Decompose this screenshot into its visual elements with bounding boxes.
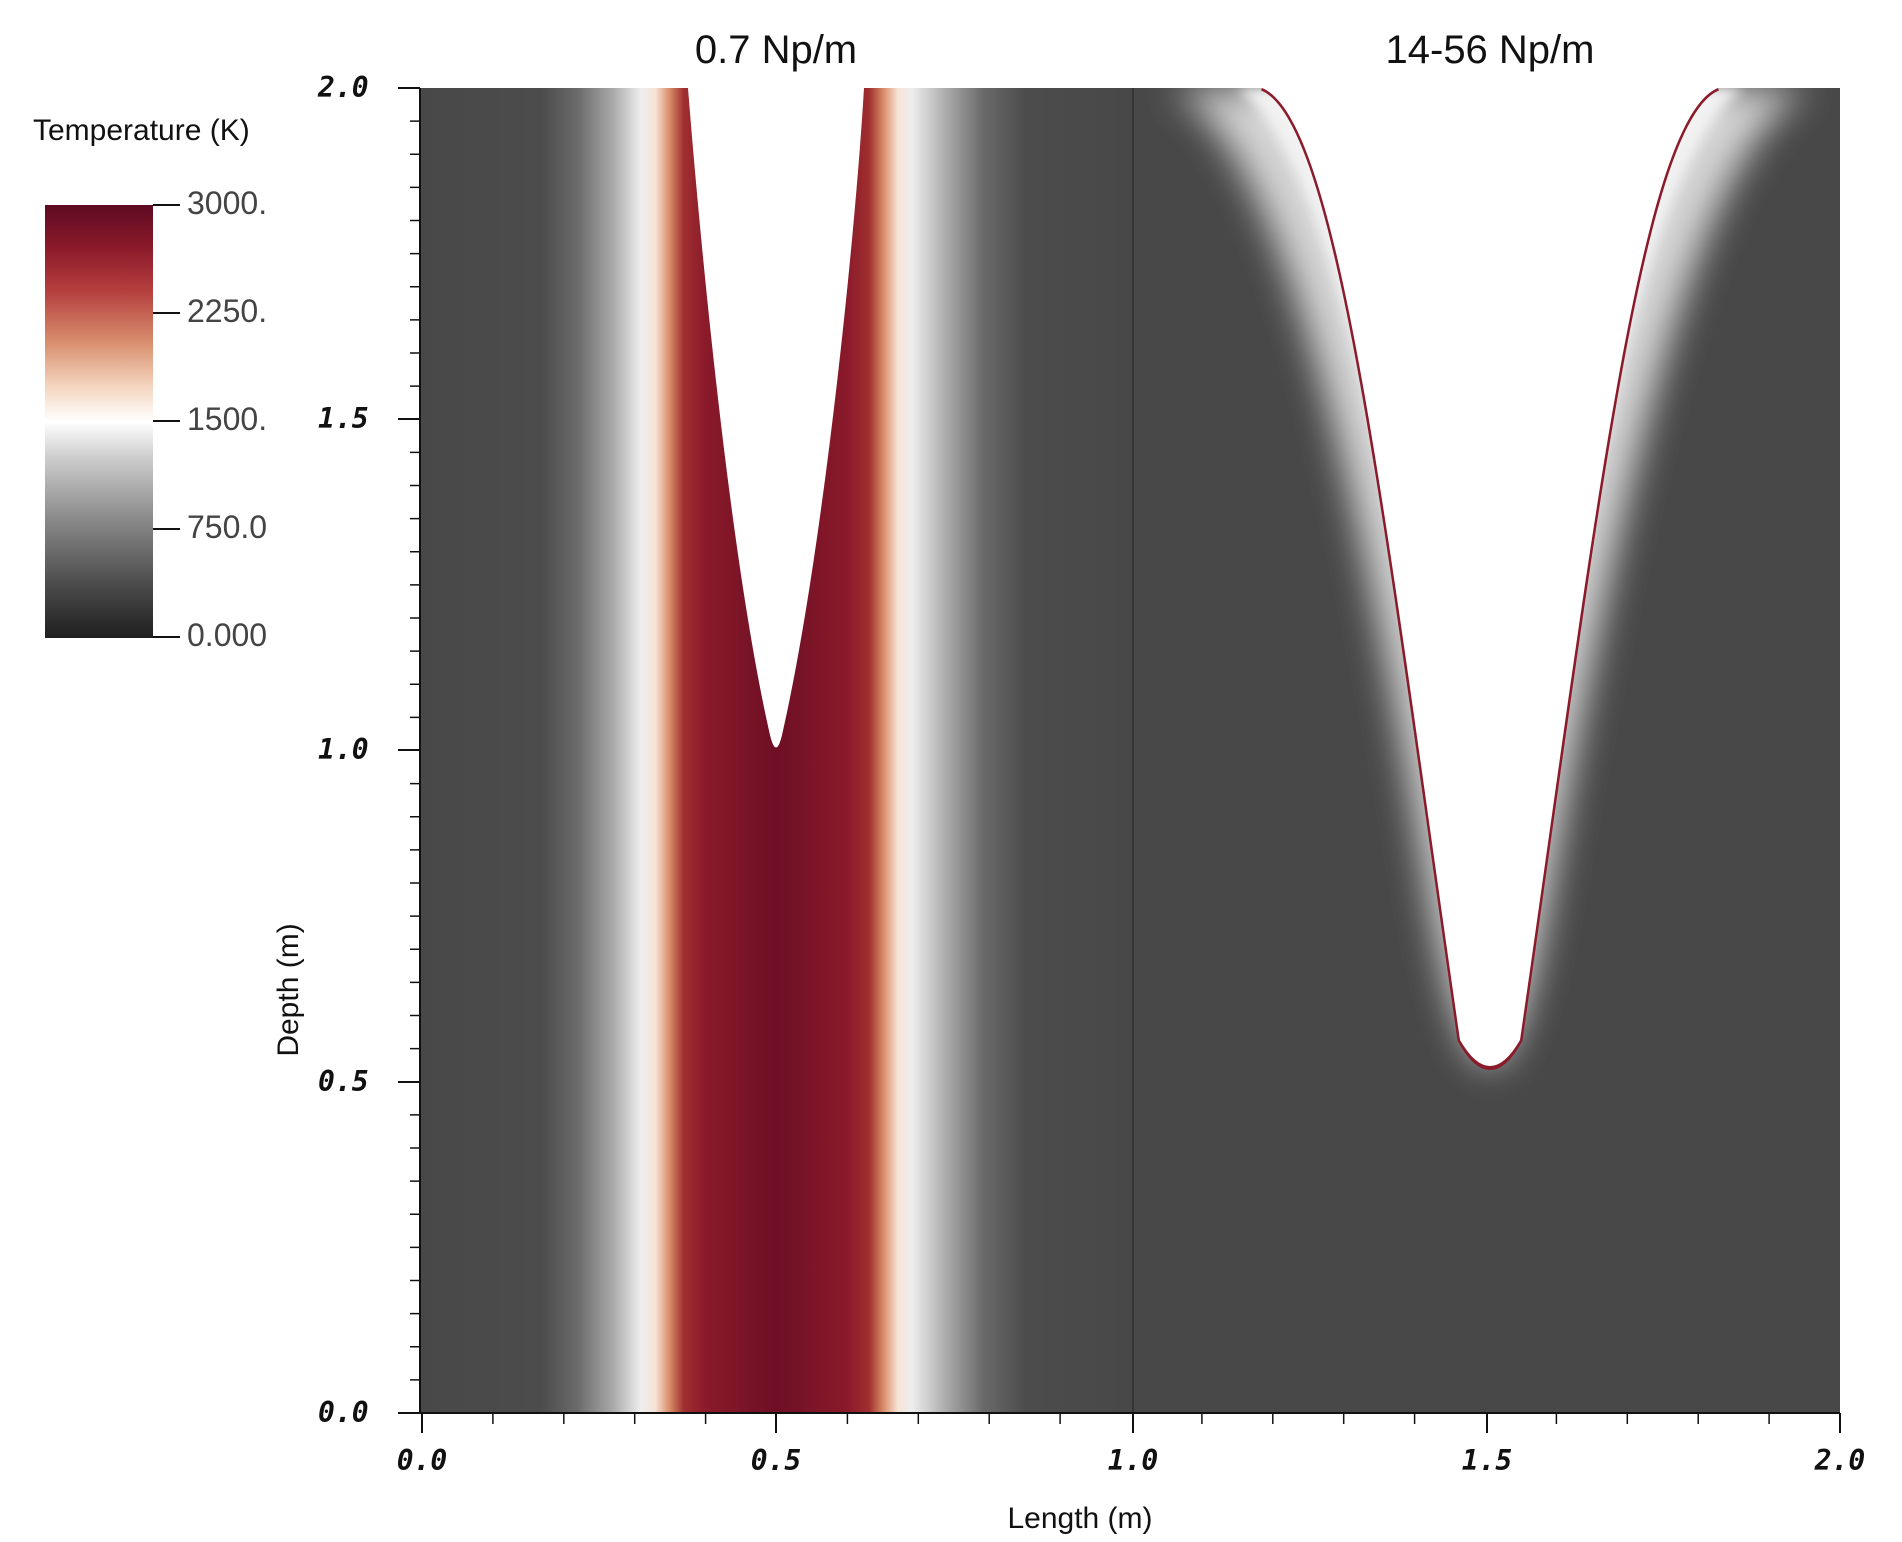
panel-title-left: 0.7 Np/m [695,28,857,72]
x-tick-label: 1.0 [1108,1444,1159,1477]
y-tick-label: 0.5 [318,1065,369,1098]
y-axis-label: Depth (m) [272,923,305,1056]
panel-title-right: 14-56 Np/m [1386,28,1595,72]
colorbar-gradient [45,205,153,638]
colorbar-tick-label: 3000. [187,185,267,221]
right-panel-melt-front [1260,88,1720,1070]
y-minor-ticks [410,120,420,1381]
y-tick-label: 0.0 [318,1396,369,1429]
right-panel-cavity [1262,88,1718,1066]
colorbar-title: Temperature (K) [33,114,250,147]
x-tick-label: 0.0 [397,1444,448,1477]
colorbar-tick-label: 750.0 [187,509,267,545]
colorbar-ticks [153,204,180,638]
heatmap-panel-left [420,88,1133,1413]
x-minor-ticks [492,1413,1770,1424]
colorbar-tick-label: 0.000 [187,617,267,653]
left-panel-cavity [688,88,864,748]
y-axis: 2.0 1.5 1.0 0.5 0.0 Depth (m) [272,71,421,1429]
y-tick-label: 1.0 [318,733,369,766]
x-tick-label: 2.0 [1814,1444,1866,1477]
colorbar-tick-label: 2250. [187,293,267,329]
x-axis: 0.0 0.5 1.0 1.5 2.0 Length (m) [397,1412,1866,1535]
colorbar: Temperature (K) 3000. 2250. 1500. 750.0 … [33,114,267,653]
x-tick-label: 1.5 [1462,1444,1513,1477]
x-tick-label: 0.5 [751,1444,802,1477]
heatmap-panel-right [1133,88,1840,1413]
y-tick-label: 2.0 [317,71,369,104]
y-tick-label: 1.5 [318,402,369,435]
x-axis-label: Length (m) [1007,1502,1152,1535]
colorbar-tick-label: 1500. [187,401,267,437]
